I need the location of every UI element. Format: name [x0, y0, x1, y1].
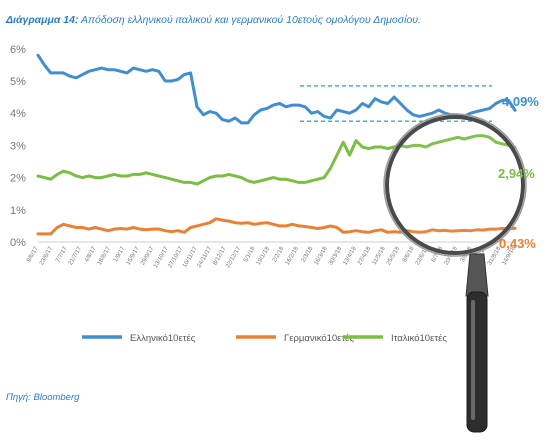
guide-layer — [300, 85, 492, 122]
series-line-1 — [36, 53, 517, 125]
x-tick-label: 24/11/17 — [197, 245, 214, 268]
x-tick-label: 21/7/17 — [68, 245, 84, 266]
magnifier-handle-highlight — [471, 300, 475, 420]
x-tick-label: 1/9/17 — [113, 245, 127, 263]
x-tick-label: 25/5/18 — [386, 245, 402, 266]
end-labels: 4,09% 0,43% 2,94% — [498, 94, 539, 251]
chart-title: Διάγραμμα 14: Απόδοση ελληνικού ιταλικού… — [6, 14, 421, 26]
x-tick-label: 4/8/17 — [84, 245, 98, 263]
y-tick-label: 5% — [10, 76, 26, 88]
figure-label: Διάγραμμα 14: — [6, 14, 79, 26]
x-tick-label: 18/8/17 — [97, 245, 113, 266]
magnifier-handle — [466, 291, 488, 433]
legend-label-2: Γερμανικό10ετές — [284, 333, 354, 344]
axis-layer: 0% 1% 2% 3% 4% 5% 6% 9/6/17 23/6/17 7/7/17 21/7/17… — [10, 44, 517, 269]
magnifier — [383, 113, 527, 433]
legend-label-3: Ιταλικό10ετές — [391, 333, 447, 344]
x-tick-label: 23/6/17 — [39, 245, 55, 266]
y-tick-label: 1% — [10, 205, 26, 217]
end-value-label-1: 4,09% — [502, 94, 539, 109]
x-tick-label: 29/9/17 — [140, 245, 156, 266]
y-tick-label: 4% — [10, 108, 26, 120]
magnifier-rim — [383, 113, 527, 257]
x-tick-label: 8/6/18 — [402, 245, 416, 263]
y-tick-label: 0% — [10, 237, 26, 249]
figure-title-text: Απόδοση ελληνικού ιταλικού και γερμανικο… — [81, 14, 421, 26]
legend-label-1: Ελληνικό10ετές — [130, 333, 196, 344]
x-tick-label: 16/2/18 — [285, 245, 301, 266]
source-note: Πηγή: Bloomberg — [6, 392, 80, 403]
x-tick-label: 30/3/18 — [328, 245, 344, 266]
y-tick-label: 2% — [10, 173, 26, 185]
end-value-label-2: 0,43% — [499, 236, 536, 251]
x-tick-label: 2/3/18 — [301, 245, 315, 263]
x-tick-label: 9/6/17 — [26, 245, 40, 263]
x-tick-label: 19/1/18 — [256, 245, 272, 266]
y-tick-label: 6% — [10, 44, 26, 56]
end-value-label-3: 2,94% — [498, 166, 535, 181]
series-line-2 — [36, 217, 517, 236]
x-tick-label: 22/12/17 — [225, 245, 242, 269]
magnifier-neck — [465, 253, 489, 297]
x-tick-label: 7/7/17 — [55, 245, 69, 263]
series-layer — [36, 53, 517, 236]
x-tick-label: 16/3/18 — [314, 245, 330, 266]
x-tick-label: 2/2/18 — [272, 245, 286, 263]
magnifier-lens — [385, 115, 525, 255]
legend: Ελληνικό10ετές Γερμανικό10ετές Ιταλικό10ετ… — [82, 333, 447, 344]
series-line-3 — [36, 134, 517, 186]
y-tick-label: 3% — [10, 140, 26, 152]
x-tick-label: 8/12/17 — [212, 245, 228, 266]
x-tick-label: 27/4/18 — [357, 245, 373, 266]
x-tick-label: 5/1/18 — [243, 245, 257, 263]
x-tick-label: 15/9/17 — [126, 245, 142, 266]
x-tick-label: 13/4/18 — [343, 245, 359, 266]
x-tick-label: 11/5/18 — [372, 245, 387, 266]
